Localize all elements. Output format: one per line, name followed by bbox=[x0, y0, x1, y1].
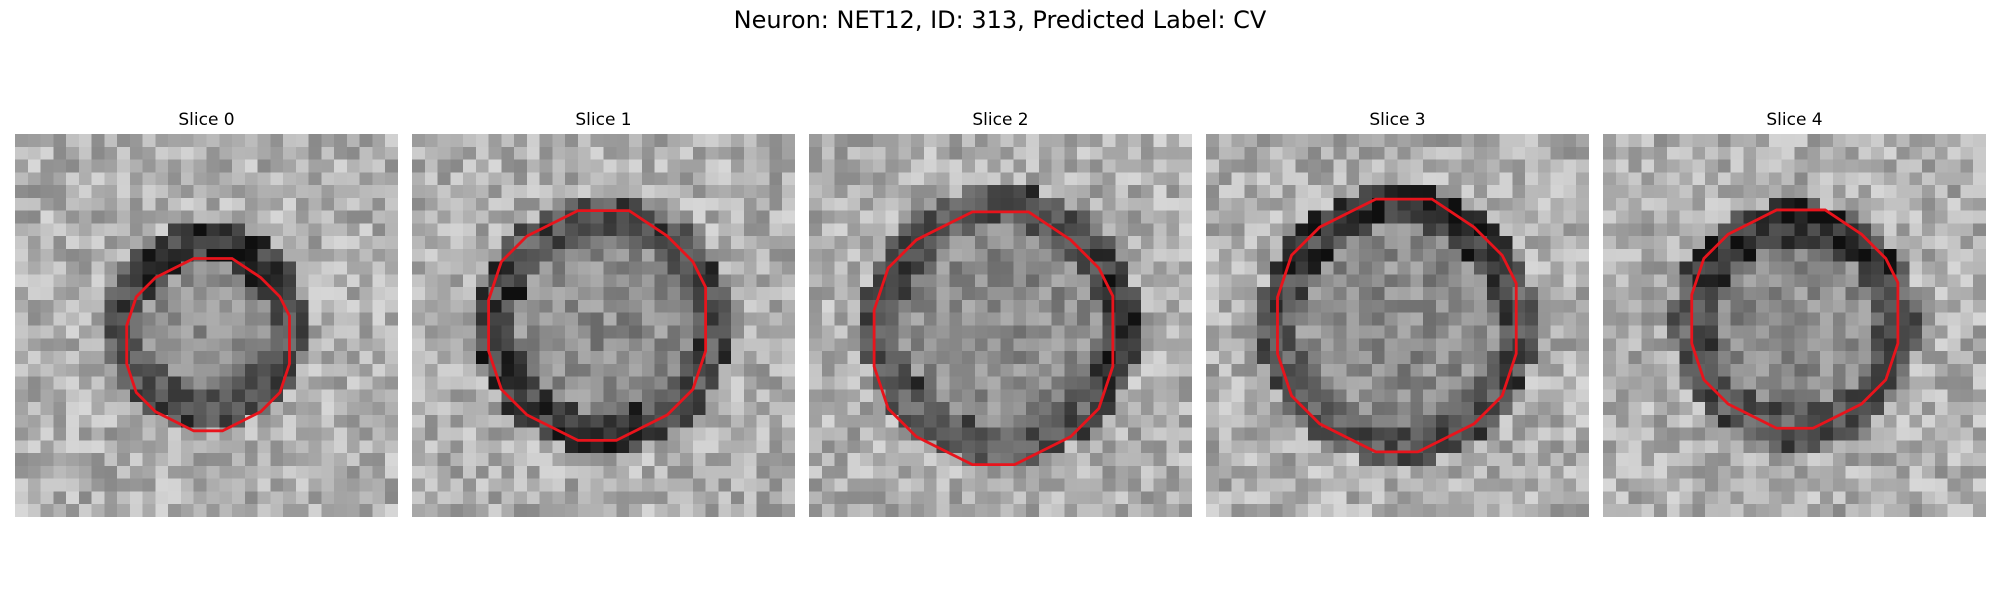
slice-title: Slice 3 bbox=[1369, 110, 1426, 130]
slice-panel-3: Slice 3 bbox=[1206, 108, 1589, 517]
slice-title: Slice 0 bbox=[178, 110, 235, 130]
slice-image bbox=[809, 134, 1192, 517]
slice-panel-0: Slice 0 bbox=[15, 108, 398, 517]
segmentation-contour bbox=[1276, 197, 1518, 454]
segmentation-contour bbox=[487, 209, 708, 442]
slice-image bbox=[1206, 134, 1589, 517]
slice-panel-2: Slice 2 bbox=[809, 108, 1192, 517]
segmentation-contour bbox=[125, 257, 291, 433]
segmentation-contour bbox=[872, 210, 1115, 467]
slice-image bbox=[412, 134, 795, 517]
slice-title: Slice 2 bbox=[972, 110, 1029, 130]
slice-title: Slice 1 bbox=[575, 110, 632, 130]
slice-panel-4: Slice 4 bbox=[1603, 108, 1986, 517]
slice-image bbox=[1603, 134, 1986, 517]
figure-title: Neuron: NET12, ID: 313, Predicted Label:… bbox=[733, 6, 1267, 34]
slice-panel-1: Slice 1 bbox=[412, 108, 795, 517]
segmentation-contour bbox=[1690, 208, 1900, 430]
slice-title: Slice 4 bbox=[1766, 110, 1823, 130]
slice-image bbox=[15, 134, 398, 517]
